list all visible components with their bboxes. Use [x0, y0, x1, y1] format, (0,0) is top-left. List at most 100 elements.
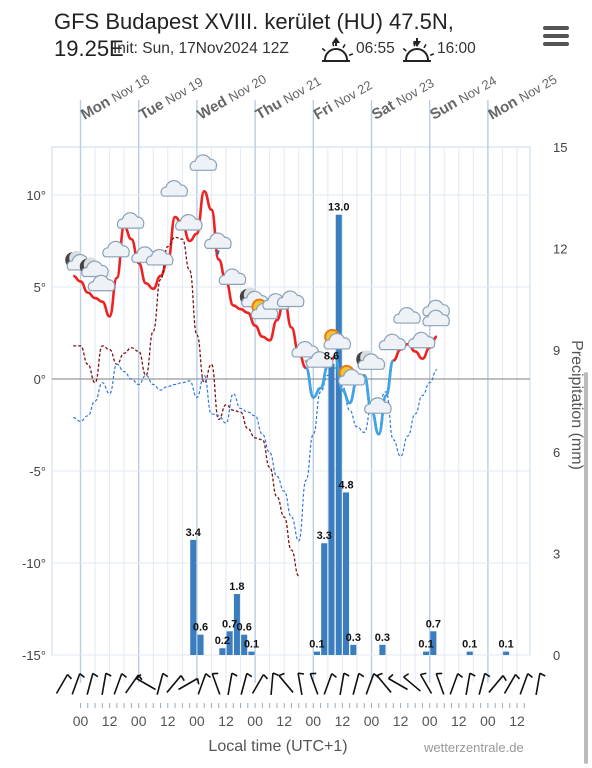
- title-line-1: GFS Budapest XVIII. kerület (HU) 47.5N,: [54, 9, 454, 34]
- wind-barb-icon: [449, 673, 463, 695]
- wind-barb-icon: [135, 673, 156, 691]
- y-tick-label: -10°: [22, 556, 46, 571]
- x-tick-label: 00: [364, 713, 380, 729]
- temp-2m-frost-segment: [341, 388, 351, 405]
- wind-barb-icon: [403, 673, 421, 692]
- sunrise-time: 06:55: [356, 40, 395, 57]
- x-tick-label: 12: [335, 713, 351, 729]
- precip-bar: [466, 651, 473, 655]
- x-tick-label: 00: [422, 713, 438, 729]
- temp-2m-frost-segment: [304, 366, 315, 399]
- precip-bar: [197, 634, 204, 655]
- wind-barb-icon: [71, 673, 85, 695]
- init-time: Init: Sun, 17Nov2024 12Z: [113, 40, 289, 57]
- precip-bar: [379, 644, 386, 655]
- x-tick-label: 00: [73, 713, 89, 729]
- y-tick-label: 0°: [34, 372, 46, 387]
- precip-value-label: 0.1: [244, 639, 259, 651]
- precip-value-label: 8.6: [324, 351, 339, 363]
- scrollbar[interactable]: [584, 372, 588, 764]
- day-label: Mon Nov 25: [485, 71, 559, 124]
- cloud-icon: [189, 154, 218, 171]
- wind-barb-icon: [365, 673, 379, 695]
- precip-value-label: 0.1: [309, 639, 324, 651]
- y-tick-label: 10°: [26, 188, 46, 203]
- x-axis-label: Local time (UTC+1): [208, 738, 348, 755]
- sunset-time: 16:00: [437, 40, 476, 57]
- wind-barb-icon: [309, 672, 319, 695]
- wind-barb-icon: [197, 673, 211, 695]
- wind-barb-icon: [465, 672, 476, 695]
- wind-barb-icon: [166, 675, 185, 693]
- credit-text: wetterzentrale.de: [424, 740, 524, 755]
- wind-barb-icon: [519, 673, 533, 695]
- y2-tick-label: 12: [553, 242, 567, 257]
- precip-value-label: 4.8: [338, 479, 353, 491]
- cloud-rain-icon: [204, 232, 232, 255]
- y2-tick-label: 6: [553, 445, 560, 460]
- temp-2m-frost-segment: [377, 394, 388, 436]
- wind-barb-icon: [227, 672, 238, 695]
- wind-barb-icon: [535, 672, 546, 695]
- moon-icon: [79, 257, 109, 278]
- temp_500-line: [73, 363, 438, 542]
- cloud-icon: [422, 299, 450, 317]
- wind-barb-icon: [352, 672, 365, 695]
- cloud-icon: [422, 309, 450, 327]
- wind-barb-icon: [178, 677, 200, 691]
- wind-barb-icon: [297, 672, 305, 695]
- temp-2m-frost-segment: [312, 386, 321, 399]
- cloud-icon: [276, 290, 305, 308]
- wind-barb-icon: [323, 673, 337, 695]
- y-tick-label: -5°: [29, 464, 46, 479]
- wind-barb-icon: [156, 672, 169, 695]
- x-tick-label: 12: [393, 713, 409, 729]
- hamburger-menu-icon[interactable]: [543, 26, 569, 46]
- precip-bar: [328, 363, 335, 655]
- precip-value-label: 3.4: [186, 527, 202, 539]
- precip-value-label: 0.3: [375, 632, 390, 644]
- precip-value-label: 3.3: [317, 530, 332, 542]
- wind-barb-icon: [278, 672, 294, 693]
- precip-value-label: 0.7: [426, 618, 441, 630]
- precip-bar: [219, 648, 226, 655]
- precip-bar: [321, 543, 328, 655]
- wind-barb-icon: [478, 672, 491, 695]
- cloud-icon: [145, 248, 174, 266]
- precip-value-label: 0.1: [418, 639, 433, 651]
- wind-barb-icon: [339, 672, 350, 695]
- precip-bar: [335, 214, 342, 655]
- wind-barb-icon: [376, 672, 392, 693]
- sunrise-icon: [321, 37, 354, 62]
- precip-bar: [430, 631, 437, 655]
- y-tick-label: 5°: [34, 280, 46, 295]
- x-tick-label: 12: [276, 713, 292, 729]
- x-tick-label: 00: [131, 713, 147, 729]
- chart-title: GFS Budapest XVIII. kerület (HU) 47.5N, …: [54, 8, 454, 62]
- precip-bar: [190, 539, 197, 655]
- sun-cloud-icon: [323, 328, 352, 350]
- y2-tick-label: 3: [553, 546, 560, 561]
- wind-barb-icon: [211, 672, 221, 695]
- x-tick-label: 00: [189, 713, 205, 729]
- precip-bar: [423, 651, 430, 655]
- precip-value-label: 13.0: [328, 202, 349, 214]
- precip-bar: [241, 634, 248, 655]
- wind-barb-icon: [419, 672, 433, 694]
- cloud-icon: [306, 351, 334, 368]
- cloud-icon: [116, 212, 145, 229]
- cloud-icon: [364, 397, 392, 414]
- x-tick-label: 00: [480, 713, 496, 729]
- precip-value-label: 0.6: [237, 622, 252, 634]
- wind-barb-icon: [113, 673, 127, 695]
- cloud-icon: [393, 307, 421, 324]
- y2-tick-label: 9: [553, 343, 560, 358]
- wind-barb-icon: [101, 672, 112, 695]
- moon-icon: [356, 350, 386, 370]
- sun-cloud-icon: [338, 364, 366, 386]
- temp-2m-frost-segment: [384, 359, 395, 397]
- wind-barb-icon: [435, 672, 445, 695]
- x-tick-label: 00: [306, 713, 322, 729]
- precip-value-label: 0.7: [222, 618, 237, 630]
